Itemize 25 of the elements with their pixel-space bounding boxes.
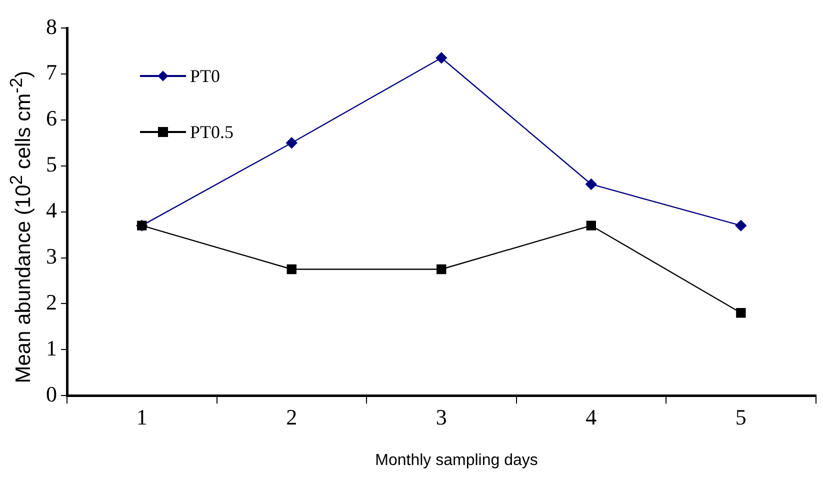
point: [286, 264, 296, 274]
point: [586, 220, 596, 230]
y-tick-label: 0: [46, 381, 57, 406]
y-tick-label: 2: [46, 289, 57, 314]
x-tick-label: 1: [136, 404, 148, 430]
x-tick-label: 3: [436, 404, 447, 430]
y-tick-label: 3: [46, 244, 57, 269]
x-axis-title: Monthly sampling days: [374, 452, 539, 470]
point: [736, 308, 746, 318]
legend-label: PT0: [190, 66, 220, 86]
y-tick-label: 8: [46, 14, 57, 39]
y-tick-label: 4: [46, 198, 57, 223]
point: [735, 220, 747, 232]
legend-label: PT0.5: [190, 122, 234, 142]
y-tick-label: 7: [46, 60, 57, 85]
y-tick-label: 6: [46, 106, 57, 131]
x-tick-label: 5: [735, 404, 746, 430]
y-tick-label: 5: [46, 152, 57, 177]
x-tick-label: 2: [286, 404, 298, 430]
point: [436, 264, 446, 274]
point: [436, 52, 447, 64]
x-tick-label: 4: [586, 404, 597, 430]
point: [286, 137, 298, 148]
point: [586, 178, 597, 190]
y-tick-label: 1: [46, 335, 57, 360]
